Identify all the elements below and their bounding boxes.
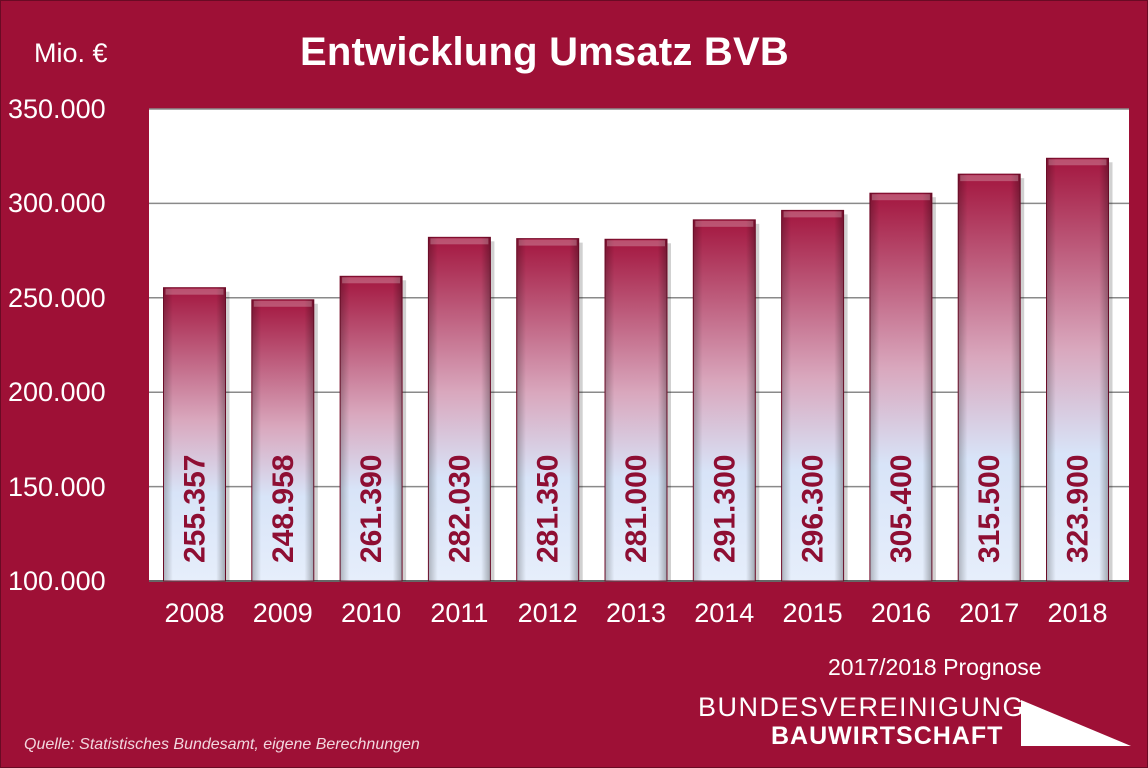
bar-2012 — [516, 238, 583, 582]
bar-value-label: 261.390 — [355, 455, 388, 563]
x-tick-label: 2010 — [341, 598, 402, 628]
bar-2008 — [163, 287, 230, 582]
bar-2018 — [1046, 157, 1113, 582]
x-tick-label: 2018 — [1047, 598, 1108, 628]
x-tick-label: 2013 — [605, 598, 667, 628]
x-tick-label: 2017 — [959, 598, 1020, 628]
x-tick-label: 2008 — [164, 598, 225, 628]
x-tick-label: 2016 — [870, 598, 931, 628]
bar-value-label: 291.300 — [708, 455, 741, 563]
logo-line1: BUNDESVEREINIGUNG — [698, 692, 1026, 722]
y-tick-label: 300.000 — [8, 188, 106, 219]
y-tick-label: 200.000 — [8, 377, 106, 408]
x-tick-label: 2011 — [430, 598, 489, 628]
bar-2017 — [957, 173, 1025, 582]
bar-2014 — [692, 219, 760, 582]
y-tick-label: 250.000 — [8, 282, 106, 313]
source-note: Quelle: Statistisches Bundesamt, eigene … — [24, 736, 420, 753]
bar-2015 — [781, 209, 848, 582]
y-unit-label: Mio. € — [34, 38, 108, 68]
bar-2009 — [251, 299, 318, 582]
chart-title: Entwicklung Umsatz BVB — [300, 30, 789, 74]
bar-value-label: 281.000 — [620, 455, 653, 563]
y-tick-label: 100.000 — [8, 566, 106, 596]
x-tick-label: 2015 — [782, 598, 843, 628]
x-tick-label: 2009 — [252, 598, 313, 628]
bar-2016 — [869, 192, 936, 582]
x-tick-label: 2012 — [517, 598, 578, 628]
bar-value-label: 255.357 — [179, 455, 212, 563]
bvb-logo: BUNDESVEREINIGUNG BAUWIRTSCHAFT — [693, 688, 1138, 752]
bar-value-label: 248.958 — [267, 455, 300, 563]
bar-value-label: 315.500 — [973, 455, 1006, 563]
bar-value-label: 281.350 — [532, 455, 565, 563]
bar-value-label: 305.400 — [885, 455, 918, 563]
prognose-note: 2017/2018 Prognose — [828, 654, 1042, 680]
bar-value-label: 282.030 — [443, 455, 476, 563]
y-tick-label: 350.000 — [8, 94, 106, 124]
logo-triangle-icon — [1021, 700, 1131, 746]
bar-2013 — [604, 238, 671, 582]
bar-value-label: 296.300 — [797, 455, 830, 563]
bar-2011 — [427, 236, 495, 582]
y-tick-label: 150.000 — [8, 471, 106, 502]
logo-line2: BAUWIRTSCHAFT — [771, 722, 1004, 750]
x-tick-label: 2014 — [694, 598, 755, 628]
bar-2010 — [339, 275, 407, 582]
bar-value-label: 323.900 — [1062, 455, 1095, 563]
